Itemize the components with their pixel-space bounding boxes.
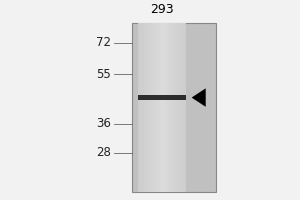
Bar xyxy=(154,23,155,192)
Bar xyxy=(170,23,172,192)
Bar xyxy=(178,23,179,192)
Bar xyxy=(138,95,186,100)
Bar xyxy=(166,23,167,192)
Text: 72: 72 xyxy=(96,36,111,49)
Bar xyxy=(180,23,181,192)
Bar xyxy=(172,23,173,192)
Bar xyxy=(184,23,185,192)
Bar xyxy=(161,23,162,192)
Bar xyxy=(138,23,139,192)
Bar xyxy=(145,23,146,192)
Bar xyxy=(148,23,149,192)
Bar xyxy=(168,23,169,192)
Bar xyxy=(140,23,142,192)
Bar xyxy=(155,23,156,192)
Bar xyxy=(175,23,176,192)
Bar xyxy=(163,23,164,192)
Bar xyxy=(179,23,180,192)
Bar xyxy=(162,23,163,192)
Bar xyxy=(132,23,216,192)
Text: 55: 55 xyxy=(96,68,111,81)
Bar xyxy=(176,23,178,192)
Bar xyxy=(150,23,151,192)
Bar xyxy=(142,23,143,192)
Bar xyxy=(139,23,140,192)
Text: 28: 28 xyxy=(96,146,111,159)
Bar xyxy=(181,23,182,192)
Bar xyxy=(151,23,152,192)
Bar xyxy=(143,23,144,192)
Bar xyxy=(158,23,160,192)
Bar xyxy=(160,23,161,192)
Text: 293: 293 xyxy=(150,3,174,16)
Bar xyxy=(146,23,148,192)
Bar xyxy=(169,23,170,192)
Polygon shape xyxy=(192,89,206,106)
Bar xyxy=(164,23,166,192)
Bar xyxy=(157,23,158,192)
Bar xyxy=(149,23,150,192)
Text: 36: 36 xyxy=(96,117,111,130)
Bar xyxy=(174,23,175,192)
Bar xyxy=(156,23,157,192)
Bar xyxy=(144,23,145,192)
Bar xyxy=(185,23,186,192)
Bar xyxy=(173,23,174,192)
Bar xyxy=(182,23,184,192)
Bar xyxy=(167,23,168,192)
Bar xyxy=(152,23,154,192)
